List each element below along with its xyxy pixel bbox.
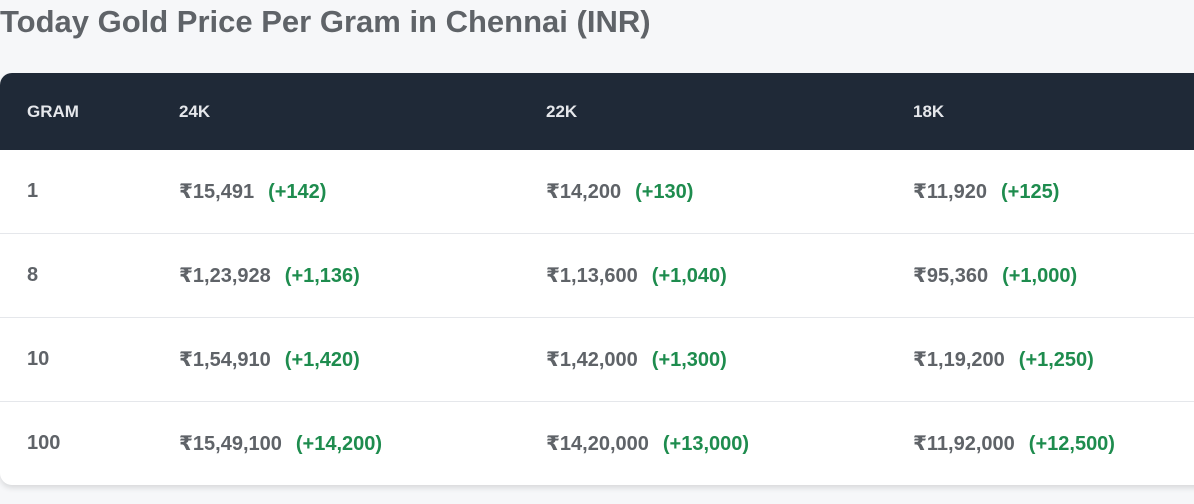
price-change: (+1,250)	[1018, 349, 1094, 371]
header-row: GRAM 24K 22K 18K	[0, 73, 1194, 150]
price-change: (+142)	[268, 181, 327, 203]
column-header: GRAM	[0, 73, 179, 150]
price-change: (+12,500)	[1028, 433, 1115, 455]
price-change: (+13,000)	[662, 433, 750, 455]
price-change: (+1,000)	[1002, 265, 1078, 287]
price-change: (+125)	[1000, 181, 1060, 203]
price-cell: ₹15,491 (+142)	[179, 150, 546, 233]
page-title: Today Gold Price Per Gram in Chennai (IN…	[0, 4, 651, 39]
price-cell: ₹1,42,000 (+1,300)	[546, 317, 913, 401]
price: ₹15,491	[179, 181, 255, 203]
price-change: (+1,040)	[651, 265, 727, 287]
table-body: 1 ₹15,491 (+142) ₹14,200 (+130) ₹11,920 (+125)…	[0, 150, 1194, 485]
gram-cell: 10	[0, 317, 179, 401]
column-header: 22K	[546, 73, 913, 150]
price: ₹1,23,928	[179, 265, 271, 287]
column-header: 18K	[913, 73, 1194, 150]
price-cell: ₹1,19,200 (+1,250)	[913, 317, 1194, 401]
price-cell: ₹15,49,100 (+14,200)	[179, 401, 546, 485]
price-cell: ₹95,360 (+1,000)	[913, 233, 1194, 317]
price: ₹11,92,000	[913, 433, 1015, 455]
price-change: (+1,300)	[651, 349, 727, 371]
price-cell: ₹1,23,928 (+1,136)	[179, 233, 546, 317]
price: ₹1,42,000	[546, 349, 638, 371]
table-row: 1 ₹15,491 (+142) ₹14,200 (+130) ₹11,920 (+125)	[0, 150, 1194, 233]
price-cell: ₹14,200 (+130)	[546, 150, 913, 233]
price-cell: ₹14,20,000 (+13,000)	[546, 401, 913, 485]
table-row: 100 ₹15,49,100 (+14,200) ₹14,20,000 (+13,000…	[0, 401, 1194, 485]
gram-cell: 8	[0, 233, 179, 317]
price-change: (+1,420)	[284, 349, 360, 371]
price: ₹11,920	[913, 181, 987, 203]
table-row: 10 ₹1,54,910 (+1,420) ₹1,42,000 (+1,300) ₹1,1…	[0, 317, 1194, 401]
price: ₹1,19,200	[913, 349, 1005, 371]
price-cell: ₹11,920 (+125)	[913, 150, 1194, 233]
price: ₹14,200	[546, 181, 622, 203]
price: ₹14,20,000	[546, 433, 649, 455]
price: ₹1,54,910	[179, 349, 271, 371]
gram-cell: 100	[0, 401, 179, 485]
table-row: 8 ₹1,23,928 (+1,136) ₹1,13,600 (+1,040) ₹95,3…	[0, 233, 1194, 317]
price-cell: ₹11,92,000 (+12,500)	[913, 401, 1194, 485]
price-change: (+1,136)	[284, 265, 360, 287]
price-cell: ₹1,54,910 (+1,420)	[179, 317, 546, 401]
column-header: 24K	[179, 73, 546, 150]
price-change: (+130)	[635, 181, 694, 203]
gold-price-table: GRAM 24K 22K 18K 1 ₹15,491 (+142) ₹14,200 (+130…	[0, 73, 1194, 485]
table-wrapper: GRAM 24K 22K 18K 1 ₹15,491 (+142) ₹14,200 (+130…	[0, 73, 1194, 493]
price: ₹95,360	[913, 265, 989, 287]
price: ₹1,13,600	[546, 265, 638, 287]
price-change: (+14,200)	[295, 433, 383, 455]
price-cell: ₹1,13,600 (+1,040)	[546, 233, 913, 317]
gram-cell: 1	[27, 180, 39, 202]
price: ₹15,49,100	[179, 433, 282, 455]
